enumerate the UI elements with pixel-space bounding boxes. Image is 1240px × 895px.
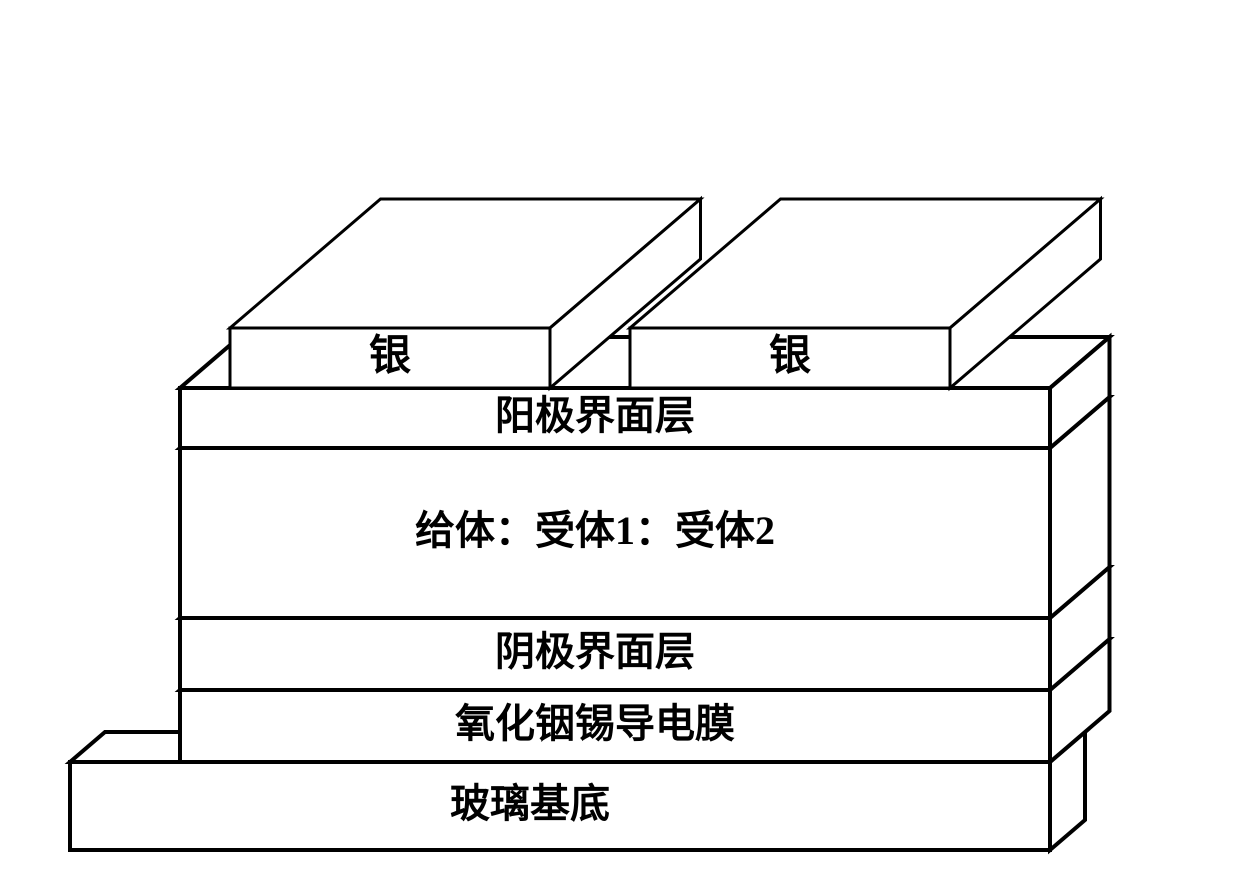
- electrode-ag-left-label: 银: [369, 333, 411, 380]
- layer-ito-label: 氧化铟锡导电膜: [455, 701, 735, 746]
- layer-cathode-label: 阴极界面层: [495, 629, 695, 674]
- layer-anode-label: 阳极界面层: [495, 393, 695, 438]
- layer-glass-label: 玻璃基底: [450, 781, 610, 826]
- layer-active-label: 给体：受体1：受体2: [415, 508, 775, 553]
- diagram-stage: 玻璃基底 氧化铟锡导电膜阴极界面层 给体：受体1：受体2 阳极界面层 银 银: [0, 0, 1240, 895]
- electrode-ag-right-label: 银: [769, 333, 811, 380]
- diagram-svg: 玻璃基底 氧化铟锡导电膜阴极界面层 给体：受体1：受体2 阳极界面层 银 银: [0, 0, 1240, 895]
